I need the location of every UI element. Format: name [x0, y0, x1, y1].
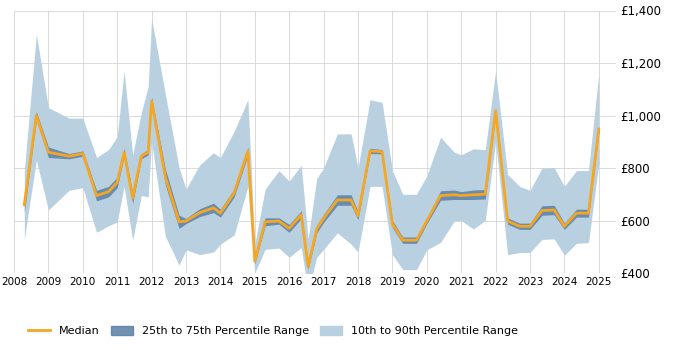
Legend: Median, 25th to 75th Percentile Range, 10th to 90th Percentile Range: Median, 25th to 75th Percentile Range, 1… — [23, 322, 522, 341]
